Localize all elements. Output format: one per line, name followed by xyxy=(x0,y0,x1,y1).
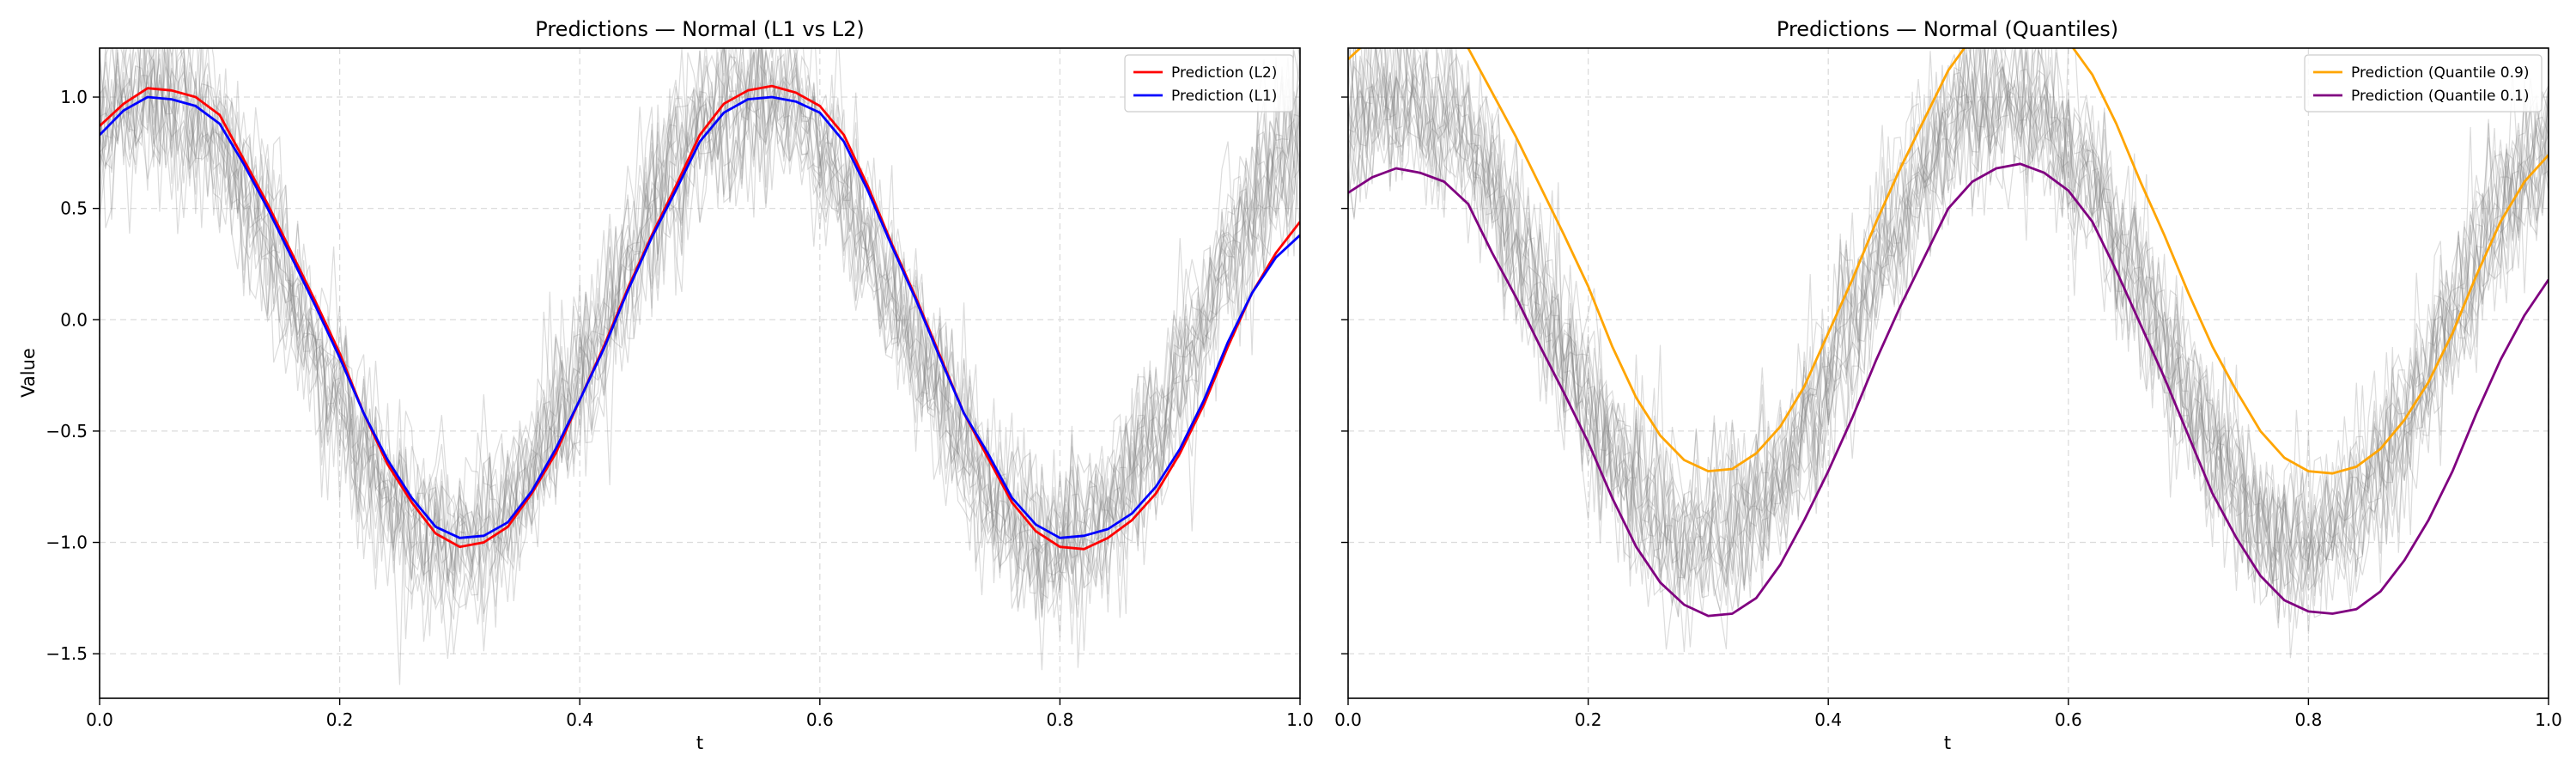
right-series-line-1 xyxy=(1348,162,2549,618)
left-x-axis-label: t xyxy=(696,733,703,753)
left-legend-label-0: Prediction (L2) xyxy=(1171,64,1277,82)
left-y-axis-label: Value xyxy=(18,348,39,398)
left-legend: Prediction (L2) Prediction (L1) xyxy=(1124,54,1294,113)
left-subplot: Predictions — Normal (L1 vs L2) 0.0 0.2 0.… xyxy=(18,17,1314,753)
left-x-tick-label-0: 0.0 xyxy=(86,709,113,730)
right-sample-line-4 xyxy=(1348,48,2549,629)
left-series xyxy=(100,84,1300,551)
left-y-tick-label-4: −1.0 xyxy=(46,533,88,553)
right-legend: Prediction (Quantile 0.9) Prediction (Qua… xyxy=(2304,54,2543,113)
left-series-line-0 xyxy=(100,84,1300,551)
left-sample-line-19 xyxy=(100,48,1300,652)
left-background-samples xyxy=(100,48,1300,685)
left-sample-line-17 xyxy=(100,48,1300,668)
left-sample-line-7 xyxy=(100,48,1300,642)
right-x-tick-label-1: 0.2 xyxy=(1575,709,1602,730)
right-subplot: Predictions — Normal (Quantiles) 0.0 0.2 0… xyxy=(1334,17,2562,753)
right-sample-line-7 xyxy=(1348,48,2549,629)
right-sample-line-17 xyxy=(1348,48,2549,650)
right-sample-line-3 xyxy=(1348,48,2549,586)
right-series-line-0 xyxy=(1348,48,2549,475)
right-x-axis-label: t xyxy=(1944,733,1951,753)
left-ticks: 0.0 0.2 0.4 0.6 0.8 1.0 1.0 0.5 0.0 −0.5 −1.0 −1.5 xyxy=(46,87,1313,730)
left-x-tick-label-5: 1.0 xyxy=(1286,709,1314,730)
right-legend-label-0: Prediction (Quantile 0.9) xyxy=(2351,64,2529,82)
left-sample-line-0 xyxy=(100,48,1300,618)
left-sample-line-15 xyxy=(100,48,1300,590)
left-series-line-1 xyxy=(100,95,1300,539)
left-chart-title: Predictions — Normal (L1 vs L2) xyxy=(535,17,864,41)
left-sample-line-8 xyxy=(100,48,1300,660)
left-sample-line-13 xyxy=(100,48,1300,636)
left-x-tick-label-4: 0.8 xyxy=(1046,709,1073,730)
right-sample-line-6 xyxy=(1348,48,2549,659)
right-sample-line-9 xyxy=(1348,48,2549,648)
left-x-tick-label-2: 0.4 xyxy=(566,709,593,730)
left-y-tick-label-0: 1.0 xyxy=(60,87,88,107)
left-plot-frame xyxy=(99,47,1301,699)
right-sample-line-5 xyxy=(1348,48,2549,586)
right-sample-line-2 xyxy=(1348,48,2549,619)
right-sample-line-0 xyxy=(1348,48,2549,635)
right-legend-box xyxy=(2304,54,2543,113)
left-sample-line-5 xyxy=(100,48,1300,605)
right-legend-label-1: Prediction (Quantile 0.1) xyxy=(2351,88,2529,105)
left-sample-line-1 xyxy=(100,48,1300,621)
left-sample-line-10 xyxy=(100,48,1300,611)
left-x-tick-label-1: 0.2 xyxy=(326,709,354,730)
right-x-tick-label-2: 0.4 xyxy=(1814,709,1842,730)
right-sample-line-1 xyxy=(1348,48,2549,653)
right-sample-line-13 xyxy=(1348,57,2549,618)
right-sample-line-18 xyxy=(1348,48,2549,612)
left-y-tick-label-3: −0.5 xyxy=(46,421,88,441)
left-sample-line-4 xyxy=(100,48,1300,654)
left-y-tick-label-1: 0.5 xyxy=(60,198,88,219)
left-y-tick-label-5: −1.5 xyxy=(46,643,88,664)
right-sample-line-8 xyxy=(1349,48,2549,618)
right-sample-line-16 xyxy=(1348,48,2549,611)
left-x-tick-label-3: 0.6 xyxy=(806,709,834,730)
right-series xyxy=(1348,48,2549,618)
left-y-tick-label-2: 0.0 xyxy=(60,309,88,330)
right-sample-line-11 xyxy=(1348,48,2549,611)
right-x-tick-label-4: 0.8 xyxy=(2294,709,2322,730)
left-legend-label-1: Prediction (L1) xyxy=(1171,88,1277,105)
right-ticks: 0.0 0.2 0.4 0.6 0.8 1.0 xyxy=(1334,96,2562,730)
right-plot-frame xyxy=(1347,47,2549,699)
left-sample-line-12 xyxy=(100,48,1300,628)
right-x-tick-label-3: 0.6 xyxy=(2055,709,2082,730)
left-sample-line-3 xyxy=(100,48,1300,623)
left-sample-line-11 xyxy=(100,48,1300,625)
left-sample-line-16 xyxy=(100,48,1300,617)
right-sample-line-14 xyxy=(1348,48,2549,601)
left-legend-box xyxy=(1124,54,1294,113)
right-sample-line-19 xyxy=(1348,48,2549,587)
left-sample-line-6 xyxy=(100,48,1300,671)
right-chart-title: Predictions — Normal (Quantiles) xyxy=(1777,17,2118,41)
right-x-tick-label-0: 0.0 xyxy=(1334,709,1362,730)
right-sample-line-12 xyxy=(1348,48,2549,618)
left-sample-line-2 xyxy=(100,48,1300,685)
right-x-tick-label-5: 1.0 xyxy=(2535,709,2562,730)
right-sample-line-10 xyxy=(1348,48,2549,607)
left-sample-line-18 xyxy=(100,48,1300,608)
